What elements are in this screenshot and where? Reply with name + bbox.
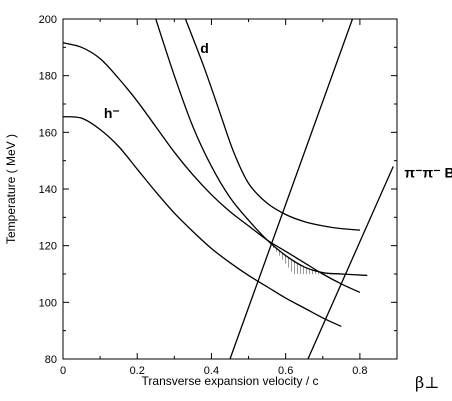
- curve-labels: h⁻ d π⁻π⁻ BE: [104, 40, 452, 181]
- curve-label-3: π⁻π⁻ BE: [404, 165, 452, 181]
- shaded-region: [258, 228, 342, 275]
- y-tick-label: 160: [39, 127, 57, 139]
- x-tick-label: 0.6: [278, 365, 293, 377]
- y-tick-label: 200: [39, 14, 57, 26]
- curve-label-2: d: [200, 40, 209, 56]
- axes-box: [62, 18, 398, 360]
- y-axis-title: Temperature ( MeV ): [4, 134, 18, 244]
- y-tick-label: 140: [39, 184, 57, 196]
- y-tick-label: 120: [39, 241, 57, 253]
- curve-1: [62, 42, 361, 294]
- curve-2: [62, 116, 342, 328]
- x-tick-label: 0: [60, 365, 66, 377]
- beta-symbol: β⊥: [415, 373, 439, 392]
- y-tick-label: 180: [39, 71, 57, 83]
- x-axis-title: Transverse expansion velocity / c: [142, 374, 319, 388]
- curves: [62, 18, 394, 360]
- x-tick-label: 0.4: [204, 365, 219, 377]
- curve-5: [229, 18, 354, 360]
- curve-4: [184, 18, 360, 231]
- x-tick-label: 0.8: [352, 365, 367, 377]
- curve-label-1: h⁻: [104, 105, 120, 121]
- tick-labels: 0 0.2 0.4 0.6 0.8 80 100 120 140 160 180 200: [39, 14, 368, 377]
- curve-3: [155, 18, 368, 277]
- x-tick-label: 0.2: [130, 365, 145, 377]
- curve-6: [307, 166, 394, 360]
- ticks: [62, 18, 398, 360]
- plot-frame: [62, 18, 398, 360]
- y-tick-label: 80: [45, 354, 57, 366]
- y-tick-label: 100: [39, 297, 57, 309]
